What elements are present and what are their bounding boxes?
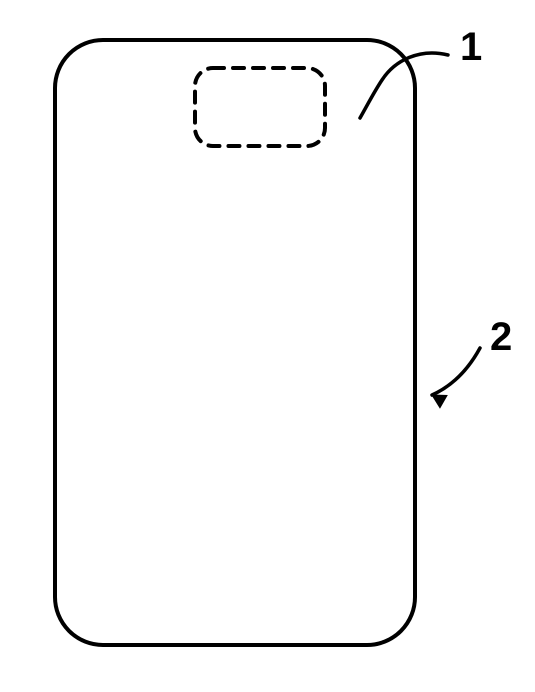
label-1: 1 — [460, 25, 482, 69]
leader-2-arrowhead — [432, 395, 447, 408]
inner-dashed-region — [195, 68, 325, 146]
leader-1 — [360, 53, 448, 118]
leader-2 — [432, 348, 480, 395]
device-body-outline — [55, 40, 415, 645]
label-2: 2 — [490, 315, 512, 359]
